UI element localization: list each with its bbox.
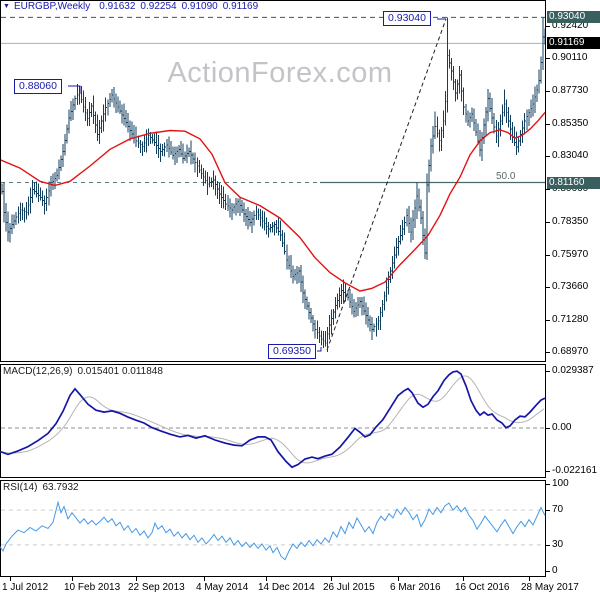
annotation-connector: [68, 85, 81, 94]
watermark: ActionForex.com: [167, 57, 393, 89]
macd-indicator-label: MACD(12,26,9) 0.015401 0.011848: [3, 366, 163, 377]
symbol-marker-icon: ▼: [3, 3, 10, 10]
macd-main-line: [0, 370, 546, 469]
annotation-connector: [317, 347, 322, 352]
rsi-value: 63.7932: [42, 482, 79, 493]
quote-close: 0.91169: [222, 1, 259, 12]
moving-average-line: [1, 112, 545, 292]
price-close-ticks: [2, 36, 545, 344]
price-annotation-box[interactable]: 0.69350: [268, 344, 316, 359]
chart-title: ▼ EURGBP,Weekly 0.91632 0.92254 0.91090 0.911…: [3, 1, 263, 12]
quote-high: 0.92254: [140, 1, 177, 12]
macd-name: MACD(12,26,9): [3, 366, 73, 377]
price-annotation-box[interactable]: 0.88060: [14, 79, 62, 94]
macd-signal-line: [0, 375, 545, 464]
main-panel-border: [0, 0, 546, 362]
rsi-line: [0, 500, 546, 561]
symbol-label: EURGBP,Weekly: [13, 1, 91, 12]
price-bars: [1, 17, 545, 353]
rsi-panel-border: [0, 480, 546, 577]
rsi-name: RSI(14): [3, 482, 38, 493]
price-annotation-box[interactable]: 0.93040: [383, 11, 431, 26]
macd-values: 0.015401 0.011848: [77, 366, 163, 377]
macd-panel-border: [0, 364, 546, 478]
rsi-indicator-label: RSI(14) 63.7932: [3, 482, 79, 493]
quote-low: 0.91090: [181, 1, 218, 12]
quote-open: 0.91632: [99, 1, 136, 12]
fib-50-label: 50.0: [496, 170, 516, 182]
